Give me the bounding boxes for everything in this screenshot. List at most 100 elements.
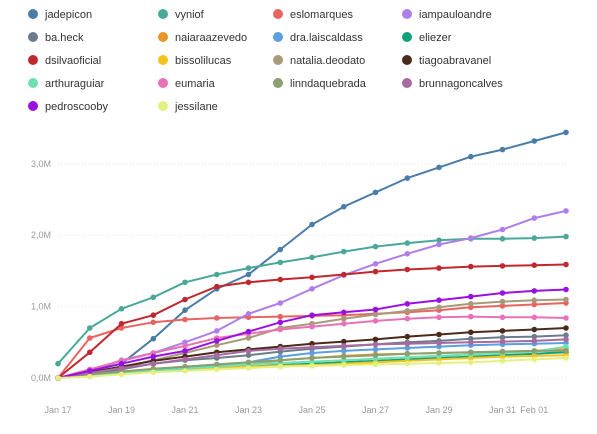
data-point (404, 340, 411, 347)
legend-item[interactable]: brunnagoncalves (402, 78, 503, 90)
data-point (55, 360, 61, 367)
legend-item[interactable]: jessilane (158, 101, 218, 113)
legend-item[interactable]: eumaria (158, 78, 216, 90)
legend-label: dsilvaoficial (45, 55, 101, 67)
data-point (245, 352, 252, 359)
y-axis: 0,0M 1,0M 2,0M 3,0M (31, 159, 51, 383)
legend-swatch (158, 55, 168, 65)
data-point (499, 146, 506, 153)
x-tick-label: Jan 27 (362, 405, 389, 415)
data-point (563, 348, 569, 354)
x-tick-label: Jan 17 (44, 405, 71, 415)
data-point (404, 350, 411, 357)
data-point (436, 304, 442, 311)
data-point (499, 290, 506, 296)
data-point (531, 262, 538, 269)
legend-item[interactable]: natalia.deodato (273, 55, 365, 67)
legend-item[interactable]: ba.heck (28, 32, 84, 44)
data-point (531, 288, 538, 294)
data-point (277, 319, 284, 326)
legend-label: jadepicon (44, 9, 92, 21)
x-tick-label: Jan 21 (171, 405, 198, 415)
data-point (309, 286, 315, 292)
y-tick-label: 0,0M (31, 373, 51, 383)
data-point (531, 348, 538, 354)
y-tick-label: 3,0M (31, 159, 51, 169)
data-point (277, 313, 284, 320)
data-point (499, 328, 506, 334)
legend-item[interactable]: iampauloandre (402, 9, 492, 21)
legend-label: naiaraazevedo (175, 32, 247, 44)
legend-item[interactable]: dsilvaoficial (28, 55, 101, 67)
data-point (214, 366, 220, 373)
data-point (404, 308, 411, 314)
data-point (309, 274, 315, 281)
legend-label: arthuraguiar (45, 78, 105, 90)
data-point (531, 215, 538, 221)
legend-swatch (402, 9, 412, 19)
data-point (87, 335, 93, 341)
legend-label: bissolilucas (175, 55, 232, 67)
x-tick-label: Jan 25 (298, 405, 325, 415)
data-point (309, 221, 315, 228)
legend-item[interactable]: naiaraazevedo (158, 32, 247, 44)
data-point (150, 312, 157, 319)
data-point (341, 320, 347, 327)
data-point (468, 301, 474, 307)
data-point (214, 271, 220, 278)
series-eslomarques (55, 300, 569, 381)
x-tick-label: Feb 01 (520, 405, 548, 415)
x-tick-label: Jan 31 (489, 405, 516, 415)
data-point (563, 296, 569, 303)
legend-item[interactable]: eslomarques (273, 9, 353, 21)
legend-item[interactable]: arthuraguiar (28, 78, 105, 90)
data-point (341, 343, 347, 349)
data-point (404, 251, 411, 257)
legend-label: iampauloandre (419, 9, 492, 21)
data-point (309, 363, 315, 369)
data-point (309, 350, 315, 356)
legend-label: natalia.deodato (290, 55, 365, 67)
data-point (277, 300, 284, 306)
data-point (214, 352, 220, 359)
data-point (531, 333, 538, 340)
series-vyniof (55, 233, 569, 367)
data-point (341, 309, 347, 316)
data-point (182, 279, 188, 286)
legend-item[interactable]: bissolilucas (158, 55, 232, 67)
data-point (55, 375, 61, 381)
data-point (182, 348, 188, 354)
data-point (182, 296, 188, 303)
data-point (245, 359, 252, 366)
legend-item[interactable]: eliezer (402, 32, 452, 44)
data-point (372, 352, 379, 359)
data-point (214, 283, 220, 290)
legend-swatch (158, 32, 168, 42)
data-point (436, 297, 442, 304)
data-point (468, 263, 474, 270)
data-point (436, 314, 442, 321)
legend-item[interactable]: tiagoabravanel (402, 55, 491, 67)
data-point (372, 261, 379, 267)
legend-item[interactable]: dra.laiscaldass (273, 32, 363, 44)
legend-label: jessilane (174, 101, 218, 113)
legend-label: pedroscooby (45, 101, 108, 113)
legend-swatch (158, 78, 168, 88)
data-point (182, 307, 188, 314)
data-point (372, 361, 379, 368)
data-point (245, 335, 252, 341)
data-point (404, 315, 411, 322)
data-point (87, 325, 93, 331)
legend-item[interactable]: vyniof (158, 9, 205, 21)
data-point (468, 153, 474, 160)
data-point (245, 365, 252, 371)
data-point (341, 338, 347, 345)
legend-item[interactable]: linndaquebrada (273, 78, 367, 90)
legend-item[interactable]: jadepicon (28, 9, 92, 21)
legend-label: ba.heck (45, 32, 84, 44)
data-point (499, 303, 506, 309)
legend-item[interactable]: pedroscooby (28, 101, 108, 113)
legend-label: eliezer (419, 32, 452, 44)
data-point (468, 339, 474, 346)
